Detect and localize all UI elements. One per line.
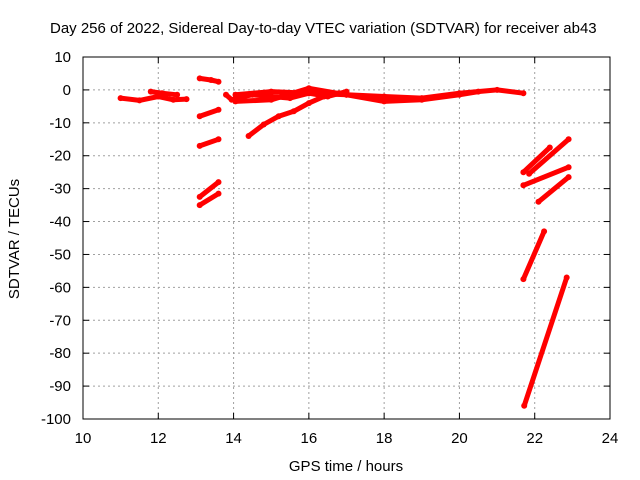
data-point	[343, 88, 350, 95]
series-arc-5	[197, 136, 221, 149]
data-point	[521, 402, 528, 409]
data-point	[232, 95, 239, 102]
y-tick-label: -70	[49, 312, 71, 329]
data-point	[117, 95, 124, 102]
data-point	[520, 276, 527, 283]
y-tick-label: 10	[54, 49, 71, 66]
series-arc-15	[520, 164, 572, 188]
data-point	[223, 91, 229, 98]
data-point	[305, 85, 312, 92]
data-point	[215, 106, 222, 113]
data-point	[563, 274, 570, 281]
series-arc-16	[536, 174, 572, 205]
data-point	[136, 97, 143, 104]
y-tick-label: -40	[49, 214, 71, 231]
series-arc-13	[520, 145, 553, 175]
y-tick-label: 0	[63, 82, 71, 99]
data-point	[290, 108, 297, 115]
data-point	[208, 77, 214, 83]
data-point	[305, 100, 312, 107]
y-tick-label: -30	[49, 181, 71, 198]
y-tick-label: -80	[49, 345, 71, 362]
data-point	[565, 164, 572, 171]
data-point	[535, 198, 542, 205]
series-arc-17	[520, 228, 547, 282]
series-arc-14	[526, 136, 572, 177]
data-point	[245, 133, 252, 139]
data-point	[475, 88, 482, 95]
data-point	[196, 142, 203, 149]
data-point	[381, 98, 388, 105]
data-point	[196, 193, 203, 200]
data-point	[305, 90, 312, 97]
plot-frame	[82, 56, 611, 420]
data-point	[336, 90, 342, 97]
data-point	[174, 91, 181, 98]
data-point	[287, 95, 293, 102]
data-point	[159, 90, 165, 97]
series-arc-7	[197, 191, 221, 208]
data-point	[215, 190, 222, 197]
data-point	[215, 136, 222, 143]
y-tick-label: -90	[49, 378, 71, 395]
data-point	[320, 93, 327, 100]
x-tick-label: 20	[451, 430, 468, 447]
data-point	[456, 91, 463, 98]
data-series	[117, 75, 572, 409]
data-point	[170, 96, 177, 103]
x-tick-label: 14	[225, 430, 242, 447]
y-tick-label: -100	[41, 411, 71, 428]
data-point	[520, 169, 527, 176]
data-point	[260, 121, 267, 128]
data-point	[147, 88, 154, 95]
data-point	[565, 174, 572, 181]
grid	[83, 57, 610, 419]
y-axis-label: SDTVAR / TECUs	[6, 179, 23, 299]
x-axis-label: GPS time / hours	[289, 458, 403, 475]
data-point	[268, 88, 275, 95]
axis-ticks: 10 12 14 16 18 20 22 24 10 0 -10 -20 -30 -40 -50 -60 -70…	[41, 49, 618, 447]
y-tick-label: -50	[49, 246, 71, 263]
x-tick-label: 24	[602, 430, 619, 447]
data-point	[275, 113, 282, 120]
y-tick-label: -10	[49, 115, 71, 132]
series-arc-18	[521, 275, 570, 409]
series-arc-4	[197, 107, 221, 119]
x-tick-label: 22	[526, 430, 543, 447]
data-point	[418, 96, 425, 103]
y-tick-label: -20	[49, 148, 71, 165]
data-point	[268, 93, 275, 100]
chart-title: Day 256 of 2022, Sidereal Day-to-day VTE…	[50, 20, 597, 37]
data-point	[381, 93, 388, 100]
data-point	[541, 228, 548, 235]
data-point	[183, 96, 190, 103]
data-point	[196, 202, 203, 209]
x-tick-label: 16	[301, 430, 318, 447]
data-point	[565, 136, 572, 143]
series-arc-6	[197, 179, 221, 200]
data-point	[215, 179, 222, 186]
y-tick-label: -60	[49, 279, 71, 296]
data-point	[196, 113, 203, 120]
data-point	[494, 86, 501, 93]
data-point	[526, 170, 533, 177]
data-point	[520, 182, 527, 189]
data-point	[546, 144, 553, 151]
data-point	[196, 75, 203, 82]
data-point	[520, 90, 527, 97]
x-tick-label: 18	[376, 430, 393, 447]
x-tick-label: 12	[150, 430, 167, 447]
data-point	[215, 78, 222, 85]
x-tick-label: 10	[75, 430, 92, 447]
data-point	[249, 91, 256, 98]
